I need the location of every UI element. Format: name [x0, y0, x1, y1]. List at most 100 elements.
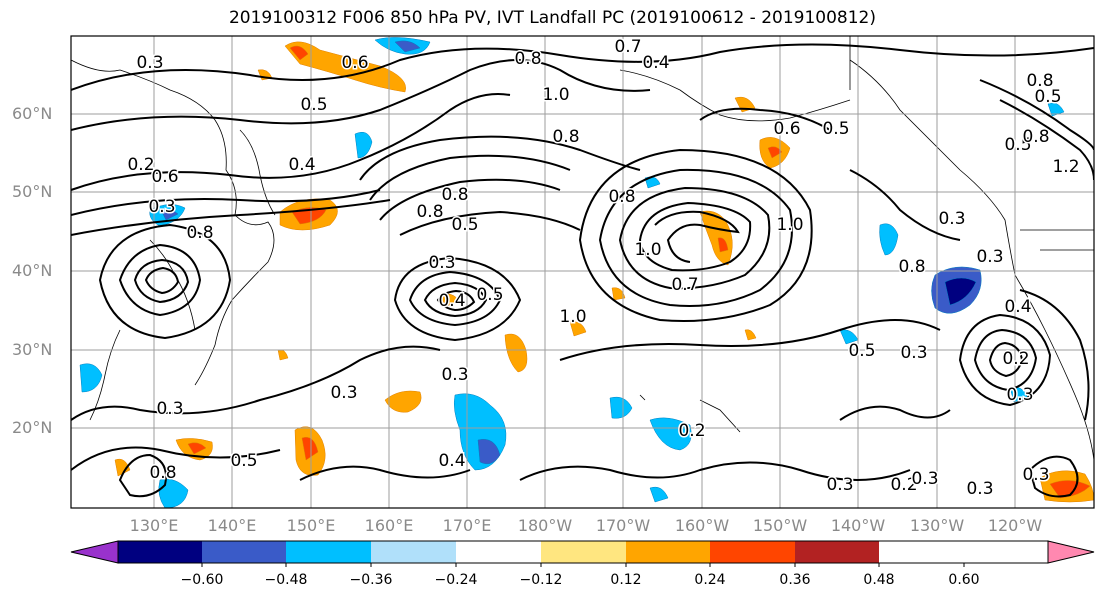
pv-anomaly-blob [717, 237, 729, 253]
contour-label: 0.8 [514, 49, 541, 69]
contour-label: 1.0 [542, 85, 569, 105]
ivt-contour [999, 99, 1094, 181]
contour-label: 0.4 [438, 291, 465, 311]
contour-label: 0.8 [416, 202, 443, 222]
contour-label: 0.7 [614, 37, 641, 57]
ivt-contour [71, 43, 1094, 91]
ivt-contour [849, 169, 961, 241]
contour-label: 0.2 [127, 155, 154, 175]
contour-label: 0.8 [1026, 71, 1053, 91]
ivt-contour [979, 79, 1094, 151]
colorbar-outline [117, 540, 1049, 564]
contour-label: 0.5 [451, 215, 478, 235]
contour-label: 0.8 [186, 223, 213, 243]
contour-labels: 0.3 0.60.70.40.81.00.50.6 0.50.80.80.80.30… [126, 36, 1081, 501]
pv-anomaly-blob [114, 458, 131, 477]
colorbar-bin [626, 541, 710, 563]
ivt-contours [71, 43, 1094, 498]
pv-anomaly-blob [477, 439, 501, 465]
pv-anomaly-blob [767, 146, 783, 159]
contour-label: 0.3 [911, 469, 938, 489]
contour-label: 0.3 [966, 479, 993, 499]
pv-anomaly-blob [384, 390, 422, 413]
colorbar-max-extend [1047, 540, 1095, 564]
figure-title: 2019100312 F006 850 hPa PV, IVT Landfall… [228, 8, 876, 28]
ivt-contour [423, 281, 488, 318]
colorbar-tick-label: 0.60 [948, 572, 980, 588]
coastline [71, 59, 275, 301]
colorbar-min-extend [70, 540, 119, 564]
ivt-contour [393, 256, 522, 342]
colorbar-bin [541, 541, 626, 563]
gridlines [71, 36, 1094, 508]
pv-anomaly-blob [187, 442, 207, 455]
coastline [639, 394, 646, 401]
ivt-contour [559, 319, 941, 361]
pv-anomaly-blob [1049, 480, 1091, 499]
pv-anomaly-blob [649, 486, 669, 503]
coastline [89, 329, 121, 421]
coastline [699, 399, 741, 433]
ivt-contour [598, 168, 793, 307]
pv-anomaly-blob [289, 45, 309, 61]
contour-label: 0.7 [671, 275, 698, 295]
colorbar-bin [371, 541, 456, 563]
contour-label: 0.5 [1004, 135, 1031, 155]
ivt-contour [699, 107, 831, 131]
contour-label: 0.5 [848, 341, 875, 361]
colorbar-bin [118, 541, 202, 563]
contour-label: 0.8 [149, 463, 176, 483]
lon-label: 140°W [830, 516, 886, 535]
pv-anomaly-blob [301, 437, 319, 461]
ivt-contour [399, 210, 581, 236]
colorbar-bin [456, 541, 541, 563]
contour-label: 0.3 [826, 475, 853, 495]
contour-label: 0.3 [428, 253, 455, 273]
lon-label: 150°W [752, 516, 808, 535]
contour-label: 0.3 [1022, 465, 1049, 485]
ivt-contour [98, 223, 232, 340]
ivt-contour [71, 93, 511, 191]
contour-label: 0.3 [900, 343, 927, 363]
ivt-contour [71, 345, 441, 421]
ivt-contour [379, 178, 561, 221]
lat-label: 40°N [12, 261, 53, 280]
colorbar-tick-label: −0.48 [264, 572, 308, 588]
contour-label: 1.0 [559, 307, 586, 327]
contour-label: 0.3 [976, 247, 1003, 267]
contour-label: 0.4 [288, 155, 315, 175]
pv-anomaly-blob [611, 287, 626, 301]
pv-anomaly-blob [1047, 102, 1065, 117]
pv-anomaly-blob [161, 210, 179, 221]
map-frame [70, 35, 1095, 509]
ivt-contour [1028, 455, 1079, 498]
contour-label: 0.3 [938, 209, 965, 229]
ivt-contour [988, 341, 1024, 378]
ivt-contour [359, 135, 641, 181]
ivt-contour [1019, 289, 1090, 421]
ivt-contour [654, 210, 740, 263]
colorbar-tick-label: 0.24 [694, 572, 726, 588]
ivt-contour [839, 405, 951, 421]
contour-label: 0.4 [438, 451, 465, 471]
ivt-contour [71, 59, 651, 131]
contour-label: 0.3 [156, 399, 183, 419]
contour-label: 0.6 [773, 119, 800, 139]
contour-label: 0.2 [890, 475, 917, 495]
colorbar-tick-label: 0.36 [779, 572, 811, 588]
ivt-contour [71, 446, 281, 471]
lon-label: 130°E [129, 516, 179, 535]
lon-label: 170°E [442, 516, 492, 535]
lon-label: 160°W [674, 516, 730, 535]
contour-label: 0.3 [136, 53, 163, 73]
pv-anomaly-blob [609, 396, 633, 419]
contour-label: 0.5 [300, 95, 327, 115]
ivt-contour [638, 201, 752, 272]
contour-label: 0.2 [1002, 349, 1029, 369]
pv-anomaly-blob [649, 417, 692, 451]
ivt-contour [133, 258, 190, 304]
ivt-contour [973, 328, 1038, 392]
colorbar-bin [795, 541, 879, 563]
coastline [239, 129, 276, 216]
